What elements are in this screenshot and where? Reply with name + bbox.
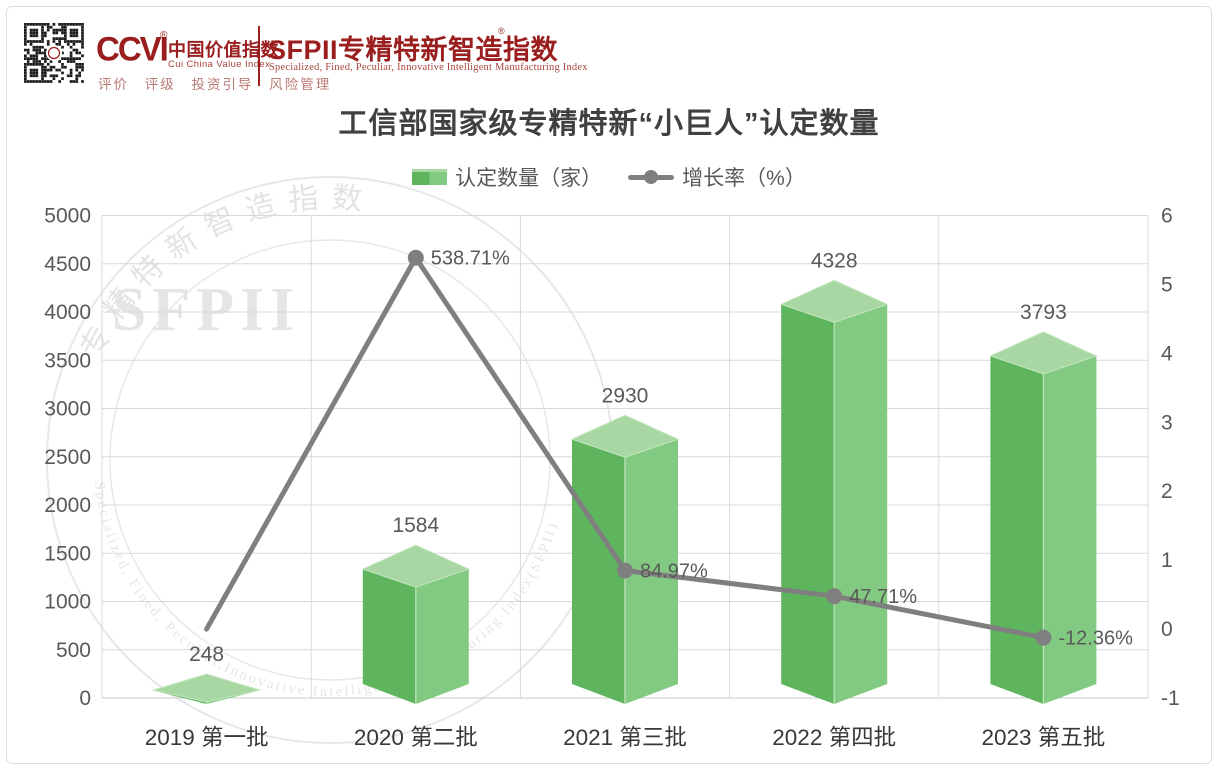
bar-value-labels: 248 1584 2930 4328 3793 (189, 249, 1067, 666)
svg-text:4328: 4328 (811, 249, 858, 272)
svg-text:3: 3 (1161, 411, 1173, 434)
sfpii-registered-mark-icon: ® (498, 26, 505, 36)
svg-text:1584: 1584 (392, 514, 439, 537)
svg-text:2020 第二批: 2020 第二批 (354, 725, 478, 750)
legend-line-icon (628, 169, 675, 185)
legend-line-label: 增长率（%） (682, 167, 806, 190)
svg-text:2022 第四批: 2022 第四批 (772, 725, 896, 750)
svg-text:3793: 3793 (1020, 301, 1067, 324)
svg-text:2019 第一批: 2019 第一批 (145, 725, 269, 750)
svg-text:3000: 3000 (44, 398, 91, 421)
axis-tick-labels: 0 500 1000 1500 2000 2500 3000 3500 4000 4500 5000… (44, 205, 1179, 711)
svg-text:2023 第五批: 2023 第五批 (981, 725, 1105, 750)
legend-bar-label: 认定数量（家） (455, 167, 603, 190)
svg-text:6: 6 (1161, 205, 1173, 228)
chart-title: 工信部国家级专精特新“小巨人”认定数量 (338, 108, 880, 140)
svg-text:5000: 5000 (44, 205, 91, 228)
ccvi-english-name: Cui China Value Index (168, 59, 271, 70)
ccvi-chinese-name: 中国价值指数 (168, 40, 279, 60)
svg-text:4500: 4500 (44, 253, 91, 276)
ccvi-tagline: 评价 评级 投资引导 风险管理 (98, 77, 332, 92)
svg-text:Specialized, Fined, Peculiar,I: Specialized, Fined, Peculiar,Innovative … (91, 481, 561, 700)
svg-text:SFPII: SFPII (112, 276, 300, 344)
legend-item-line-series: 增长率（%） (628, 162, 806, 192)
legend-item-bar-series: 认定数量（家） (412, 162, 602, 192)
svg-text:0: 0 (1161, 618, 1173, 641)
svg-text:248: 248 (189, 643, 224, 666)
svg-text:5: 5 (1161, 273, 1173, 296)
brand-divider (258, 26, 260, 86)
line-series (204, 249, 1052, 646)
svg-text:2000: 2000 (44, 494, 91, 517)
svg-text:1500: 1500 (44, 542, 91, 565)
legend-bar-icon (412, 169, 448, 185)
svg-text:4000: 4000 (44, 301, 91, 324)
line-value-labels: 538.71% 84.97% 47.71% -12.36% (431, 248, 1133, 650)
category-labels: 2019 第一批 2020 第二批 2021 第三批 2022 第四批 2023 第五批 (145, 725, 1106, 750)
svg-text:500: 500 (56, 639, 91, 662)
bar-series (151, 279, 1098, 704)
chart-legend: 认定数量（家） 增长率（%） (0, 162, 1218, 192)
sfpii-english-subtitle: Specialized, Fined, Peculiar, Innovative… (269, 62, 588, 73)
svg-text:47.71%: 47.71% (849, 586, 917, 608)
svg-text:-1: -1 (1161, 687, 1180, 710)
svg-text:-12.36%: -12.36% (1058, 628, 1133, 650)
svg-text:2500: 2500 (44, 446, 91, 469)
svg-text:2930: 2930 (602, 384, 649, 407)
svg-text:4: 4 (1161, 342, 1173, 365)
svg-text:84.97%: 84.97% (640, 561, 708, 583)
svg-text:2021 第三批: 2021 第三批 (563, 725, 687, 750)
ccvi-logo-text: CCVI (96, 29, 169, 68)
svg-text:2: 2 (1161, 480, 1173, 503)
qr-code-icon (24, 23, 84, 83)
ccvi-registered-mark-icon: ® (160, 30, 168, 41)
svg-text:1000: 1000 (44, 591, 91, 614)
svg-text:538.71%: 538.71% (431, 248, 510, 270)
svg-text:0: 0 (79, 687, 91, 710)
svg-text:3500: 3500 (44, 349, 91, 372)
svg-text:1: 1 (1161, 549, 1173, 572)
sfpii-logo-text: SFPII专精特新智造指数 (268, 35, 559, 65)
